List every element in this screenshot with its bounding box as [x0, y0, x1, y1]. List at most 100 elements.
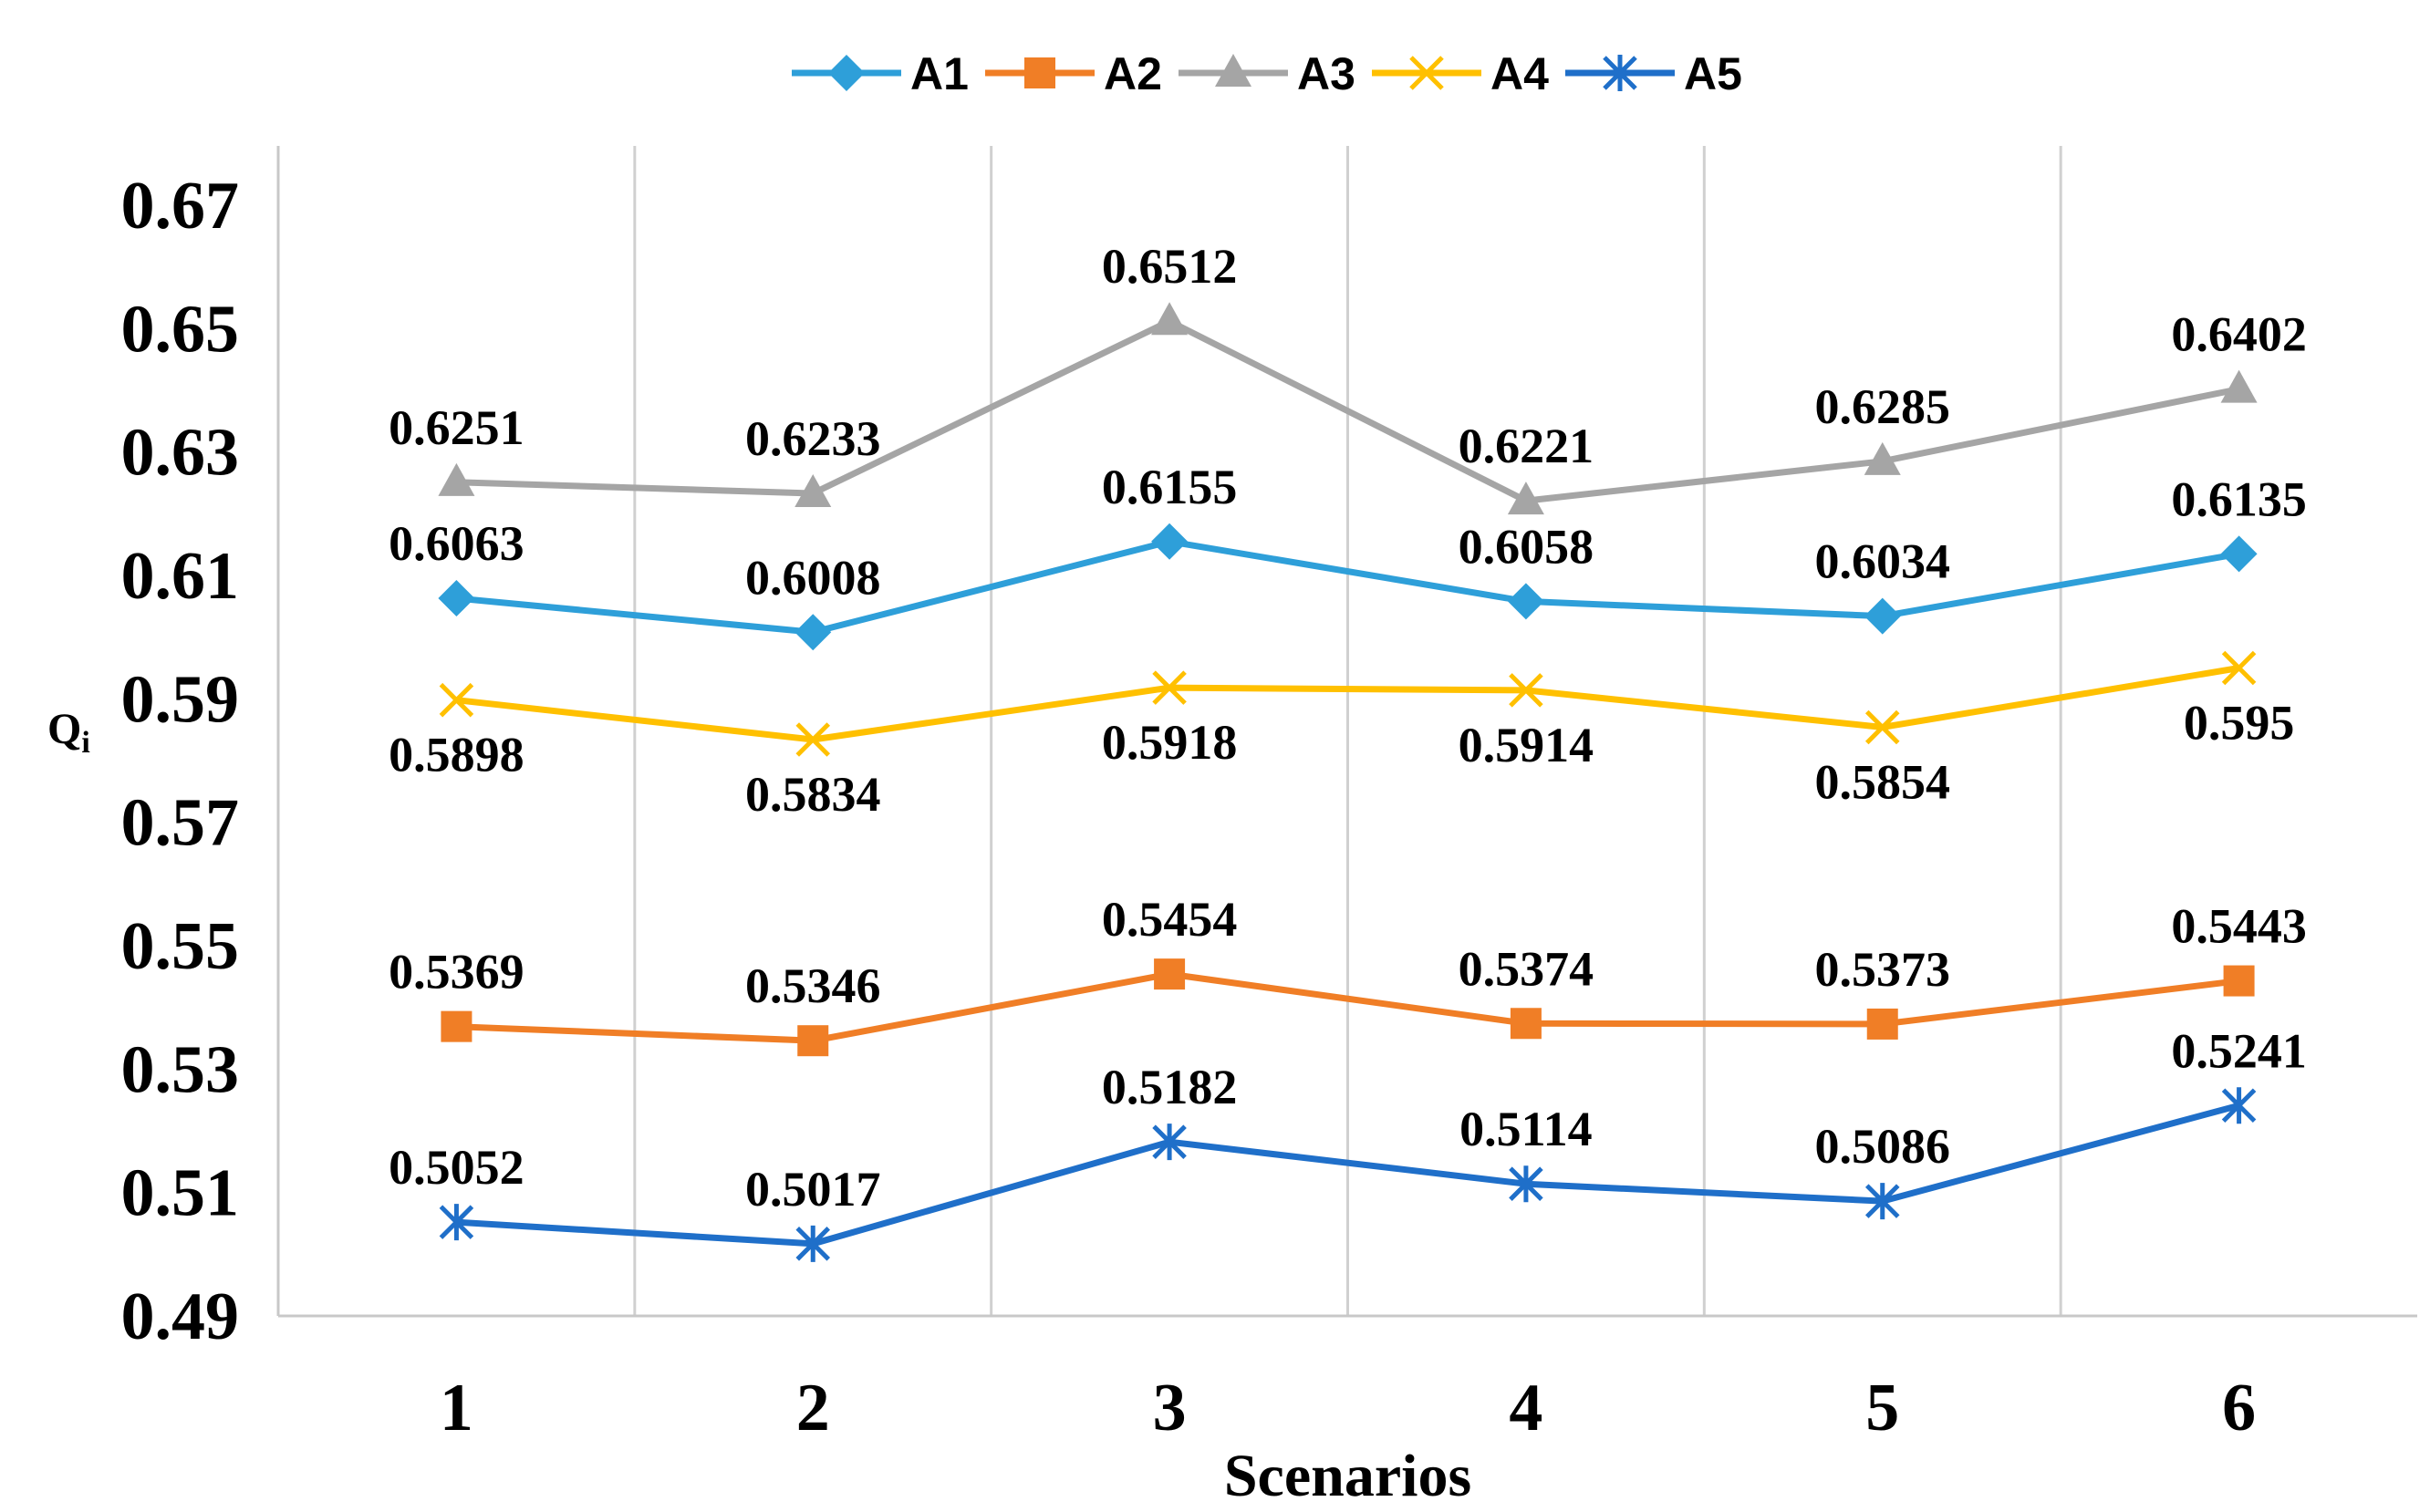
data-label-a4: 0.5918 [1102, 715, 1238, 770]
data-point-a1 [2220, 535, 2258, 573]
legend-label-a4: A4 [1490, 48, 1549, 99]
data-point-a5 [2221, 1087, 2257, 1124]
data-point-a4 [795, 722, 831, 757]
data-label-a5: 0.5182 [1102, 1060, 1238, 1114]
series-a2 [441, 958, 2255, 1057]
data-point-a1 [438, 580, 475, 617]
data-point-a1 [1507, 583, 1544, 620]
y-axis-title-subscript: i [81, 726, 89, 760]
data-label-a3: 0.6402 [2171, 307, 2307, 362]
series-line-a2 [452, 970, 2243, 1044]
data-label-a3: 0.6512 [1102, 239, 1238, 294]
series-a1 [438, 523, 2258, 651]
series-a3 [438, 302, 2258, 515]
data-label-a1: 0.6063 [389, 516, 524, 571]
y-tick-label: 0.65 [121, 292, 240, 367]
series-a4 [439, 650, 2257, 757]
data-point-a4 [1864, 709, 1900, 745]
legend-item-a3: A3 [1179, 48, 1355, 99]
data-label-a1: 0.6058 [1459, 519, 1594, 574]
data-point-a2 [797, 1025, 829, 1057]
data-label-a1: 0.6034 [1815, 534, 1951, 589]
x-axis-title: Scenarios [1224, 1443, 1471, 1509]
series-a5 [439, 1087, 2257, 1262]
series-line-a3 [452, 317, 2243, 504]
data-point-a1 [1864, 597, 1901, 635]
y-tick-label: 0.63 [121, 416, 240, 491]
data-label-a2: 0.5346 [745, 958, 881, 1013]
x-tick-label: 6 [2222, 1371, 2256, 1445]
data-point-a3 [438, 462, 475, 496]
series-line-a1 [452, 538, 2243, 636]
legend-marker-a3 [1215, 54, 1251, 87]
y-tick-label: 0.67 [121, 169, 240, 243]
y-tick-label: 0.55 [121, 909, 240, 984]
data-label-a3: 0.6251 [389, 400, 524, 455]
series-line-a5 [452, 1102, 2243, 1248]
series-layer [438, 302, 2258, 1262]
x-tick-label: 5 [1865, 1371, 1899, 1445]
data-label-a2: 0.5373 [1815, 942, 1951, 997]
data-point-a2 [1866, 1008, 1898, 1040]
data-label-a5: 0.5086 [1815, 1119, 1951, 1174]
data-point-a3 [1151, 302, 1189, 336]
axis-layer: 0.49 0.51 0.53 0.55 0.57 0.59 0.61 0.63 0.65 0.67… [121, 146, 2417, 1445]
data-point-a3 [794, 474, 832, 508]
x-tick-label: 3 [1153, 1371, 1187, 1445]
legend-item-a2: A2 [985, 48, 1162, 99]
data-label-a3: 0.6285 [1815, 379, 1951, 434]
legend-label-a5: A5 [1684, 48, 1742, 99]
data-point-a3 [1507, 482, 1544, 515]
data-label-a1: 0.6008 [745, 550, 881, 605]
data-point-a1 [1151, 523, 1189, 560]
data-label-a2: 0.5374 [1459, 941, 1594, 996]
data-point-a5 [1864, 1183, 1900, 1220]
data-label-a5: 0.5052 [389, 1140, 524, 1195]
legend-label-a1: A1 [910, 48, 969, 99]
data-point-a4 [2221, 650, 2257, 686]
data-point-a4 [1152, 670, 1187, 705]
legend-marker-a2 [1024, 57, 1055, 88]
data-label-a3: 0.6221 [1459, 419, 1594, 473]
data-point-a5 [795, 1225, 831, 1262]
y-tick-label: 0.57 [121, 786, 240, 861]
legend: A1 A2 A3 A4 A5 [792, 48, 1742, 99]
grid-layer [633, 146, 2062, 1316]
legend-marker-a5 [1603, 55, 1637, 91]
y-tick-label: 0.53 [121, 1032, 240, 1107]
data-point-a2 [441, 1010, 472, 1042]
data-label-a2: 0.5369 [389, 945, 524, 999]
legend-label-a3: A3 [1297, 48, 1355, 99]
data-point-a2 [1154, 958, 1186, 990]
data-label-a1: 0.6155 [1102, 460, 1238, 514]
data-label-a2: 0.5443 [2171, 899, 2307, 954]
data-label-a5: 0.5114 [1459, 1102, 1593, 1156]
legend-label-a2: A2 [1104, 48, 1162, 99]
y-axis-title: Qi [47, 705, 90, 760]
data-point-a3 [2220, 369, 2258, 403]
series-line-a4 [452, 665, 2243, 743]
data-point-a4 [1509, 673, 1543, 708]
legend-marker-a1 [828, 55, 865, 91]
legend-item-a4: A4 [1372, 48, 1549, 99]
data-label-a1: 0.6135 [2171, 471, 2307, 526]
data-point-a4 [439, 682, 474, 718]
legend-marker-a4 [1409, 56, 1444, 90]
y-tick-label: 0.59 [121, 662, 240, 737]
x-tick-label: 2 [796, 1371, 830, 1445]
data-label-a4: 0.5914 [1459, 718, 1594, 772]
x-tick-label: 4 [1509, 1371, 1542, 1445]
y-tick-label: 0.61 [121, 539, 240, 614]
y-axis-title-main: Q [47, 705, 81, 753]
legend-item-a5: A5 [1565, 48, 1742, 99]
y-tick-label: 0.51 [121, 1156, 240, 1231]
data-point-a5 [439, 1204, 474, 1241]
data-label-a4: 0.595 [2184, 696, 2295, 751]
data-point-a1 [794, 614, 832, 651]
data-label-a2: 0.5454 [1102, 892, 1238, 947]
data-label-a5: 0.5017 [745, 1162, 881, 1217]
data-point-a5 [1152, 1124, 1187, 1161]
data-label-a5: 0.5241 [2171, 1023, 2307, 1078]
